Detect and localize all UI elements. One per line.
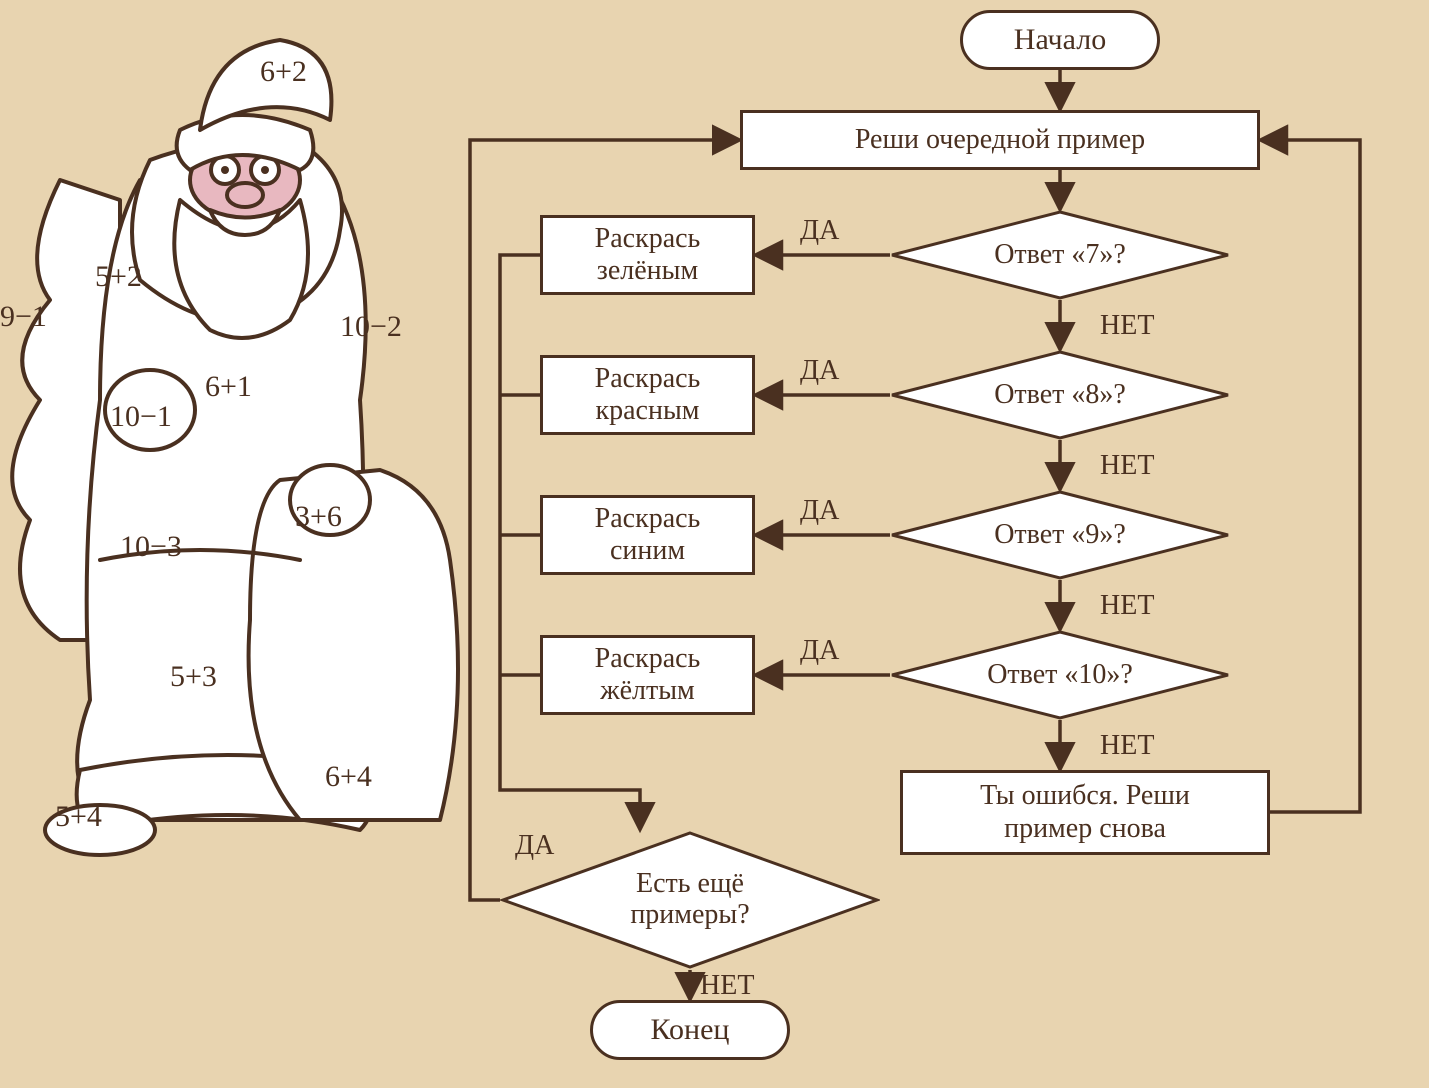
decision-10: Ответ «10»?	[890, 630, 1230, 720]
edge-label-yes: ДА	[800, 355, 839, 387]
edge-label-no: НЕТ	[1100, 590, 1154, 622]
edge-label-yes: ДА	[800, 215, 839, 247]
solve-process: Реши очередной пример	[740, 110, 1260, 170]
color-green-process: Раскрась зелёным	[540, 215, 755, 295]
santa-illustration	[0, 0, 480, 880]
error-process: Ты ошибся. Реши пример снова	[900, 770, 1270, 855]
color-red-process: Раскрась красным	[540, 355, 755, 435]
math-label: 9−1	[0, 300, 47, 334]
end-terminator: Конец	[590, 1000, 790, 1060]
math-label: 10−1	[110, 400, 172, 434]
decision-10-label: Ответ «10»?	[890, 630, 1230, 720]
math-label: 5+2	[95, 260, 142, 294]
start-terminator: Начало	[960, 10, 1160, 70]
math-label: 5+3	[170, 660, 217, 694]
edge-label-no: НЕТ	[1100, 450, 1154, 482]
decision-9-label: Ответ «9»?	[890, 490, 1230, 580]
decision-9: Ответ «9»?	[890, 490, 1230, 580]
edge-label-yes: ДА	[515, 830, 554, 862]
math-label: 6+2	[260, 55, 307, 89]
edge-label-no: НЕТ	[1100, 310, 1154, 342]
math-label: 3+6	[295, 500, 342, 534]
math-label: 5+4	[55, 800, 102, 834]
decision-more: Есть ещё примеры?	[500, 830, 880, 970]
math-label: 6+4	[325, 760, 372, 794]
edge-label-no: НЕТ	[1100, 730, 1154, 762]
color-blue-process: Раскрась синим	[540, 495, 755, 575]
math-label: 10−2	[340, 310, 402, 344]
decision-8: Ответ «8»?	[890, 350, 1230, 440]
math-label: 10−3	[120, 530, 182, 564]
decision-7: Ответ «7»?	[890, 210, 1230, 300]
color-yellow-process: Раскрась жёлтым	[540, 635, 755, 715]
decision-more-label: Есть ещё примеры?	[500, 830, 880, 970]
edge-label-yes: ДА	[800, 635, 839, 667]
edge-label-yes: ДА	[800, 495, 839, 527]
math-label: 6+1	[205, 370, 252, 404]
decision-8-label: Ответ «8»?	[890, 350, 1230, 440]
edge-label-no: НЕТ	[700, 970, 754, 1002]
decision-7-label: Ответ «7»?	[890, 210, 1230, 300]
